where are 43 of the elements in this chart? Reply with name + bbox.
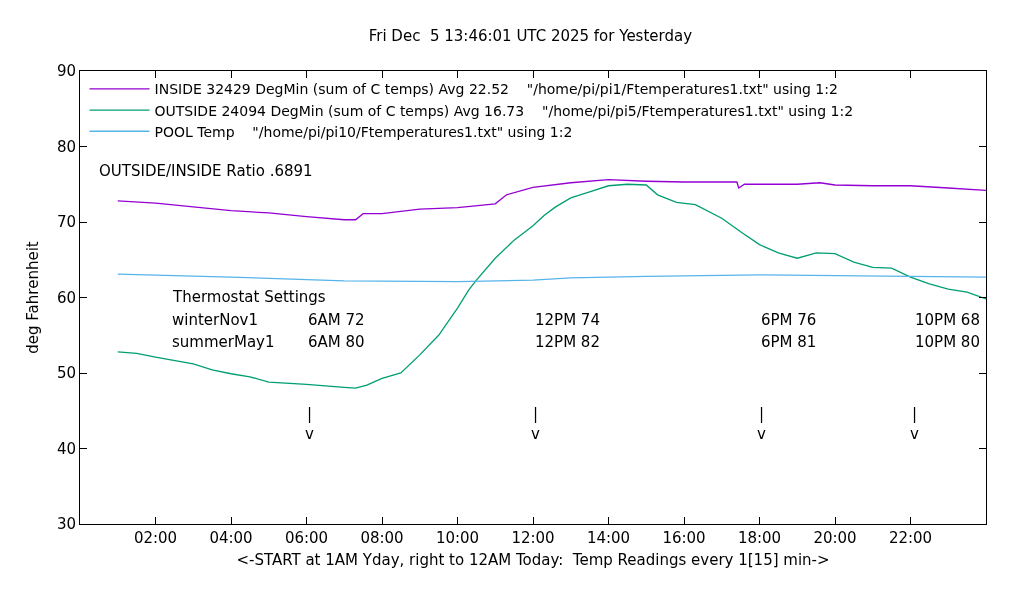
x-tick-label: 04:00 [209,529,253,547]
annotation: 6AM 72 [308,311,365,329]
annotation: | v [757,405,766,443]
annotation: | v [305,405,314,443]
y-tick-label: 40 [56,439,76,458]
annotation: summerMay1 [172,333,275,351]
line-series [117,179,986,221]
x-axis-title: <-START at 1AM Yday, right to 12AM Today: Temp Readings every 1[15] min-> [236,551,830,569]
annotation: OUTSIDE/INSIDE Ratio .6891 [99,162,313,180]
chart-title: Fri Dec 5 13:46:01 UTC 2025 for Yesterday [368,27,693,46]
annotation: Thermostat Settings [172,288,326,306]
line-series [117,183,986,389]
annotation: | v [531,405,540,443]
x-tick-label: 22:00 [888,529,933,547]
annotation: | v [910,405,919,443]
legend-label: POOL Temp "/home/pi/pi10/Ftemperatures1.txt" using 1:2 [154,123,573,140]
y-tick-label: 60 [56,288,76,307]
annotation: winterNov1 [172,311,259,329]
y-tick-label: 70 [56,213,76,232]
y-tick-label: 80 [56,137,76,156]
annotation: 6AM 80 [308,333,365,351]
legend-label: INSIDE 32429 DegMin (sum of C temps) Avg 22.52 "/home/pi/pi1/Ftemperatures1.txt" using 1:2 [154,81,838,98]
legend-label: OUTSIDE 24094 DegMin (sum of C temps) Avg 16.73 "/home/pi/pi5/Ftemperatures1.txt" using 1:2 [154,102,854,119]
y-tick-label: 90 [56,62,76,81]
x-tick-label: 02:00 [133,529,178,547]
annotation: 6PM 76 [761,311,817,329]
annotation: 10PM 80 [915,333,980,351]
y-tick-label: 30 [56,515,76,534]
x-tick-label: 06:00 [284,529,329,547]
x-tick-label: 08:00 [360,529,404,547]
x-tick-label: 18:00 [737,529,782,547]
x-tick-label: 20:00 [813,529,857,547]
annotation: 12PM 82 [535,333,600,351]
line-series [117,273,986,283]
x-tick-label: 12:00 [511,529,555,547]
annotation: 10PM 68 [915,311,980,329]
x-tick-label: 14:00 [586,529,631,547]
x-tick-label: 16:00 [662,529,706,547]
x-tick-label: 10:00 [435,529,480,547]
y-axis-title: deg Fahrenheit [24,241,43,354]
annotation: 12PM 74 [535,311,600,329]
y-tick-label: 50 [56,364,76,383]
annotation: 6PM 81 [761,333,817,351]
